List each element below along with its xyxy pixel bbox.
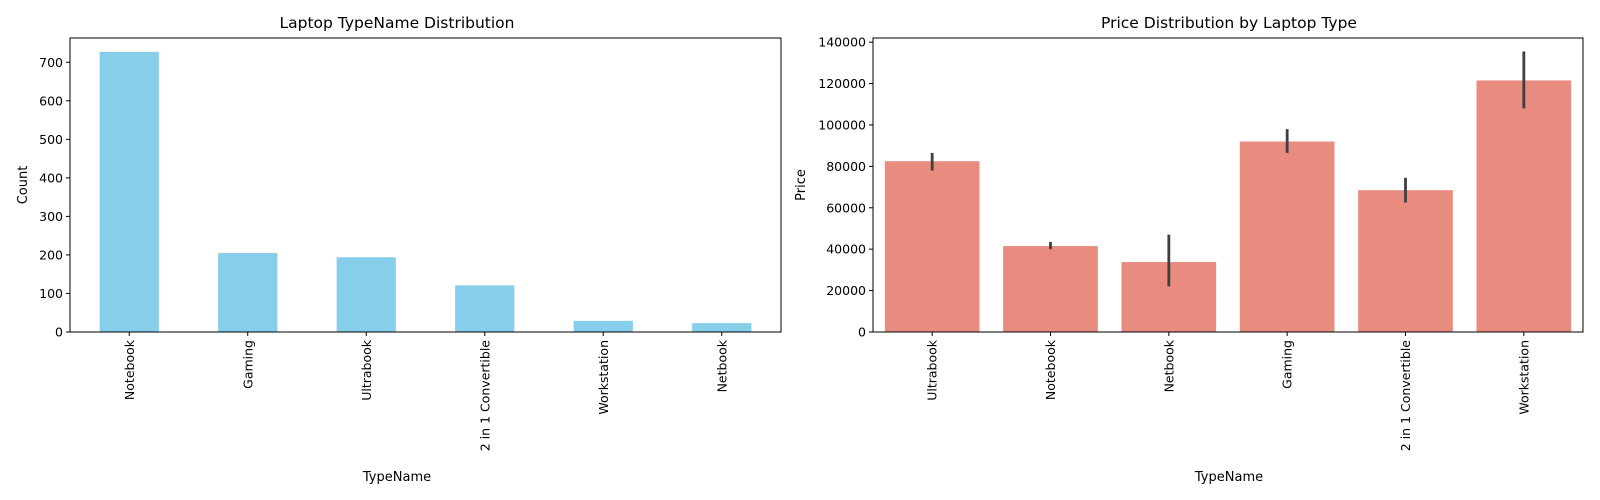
y-tick-label: 0 bbox=[55, 325, 63, 340]
y-tick-label: 200 bbox=[39, 247, 63, 262]
x-tick-label: Notebook bbox=[1043, 339, 1058, 400]
bar-gaming bbox=[218, 253, 278, 332]
count-chart-ylabel: Count bbox=[16, 166, 31, 205]
price-chart-ylabel: Price bbox=[794, 169, 809, 201]
count-chart-frame bbox=[69, 37, 782, 333]
x-tick-label: Workstation bbox=[1516, 340, 1531, 415]
price-chart-xticks: Ultrabook Notebook Netbook Gaming 2 in 1 Con… bbox=[925, 332, 1531, 452]
y-tick-label: 40000 bbox=[826, 242, 866, 257]
y-tick-label: 140000 bbox=[818, 35, 866, 50]
y-tick-label: 700 bbox=[39, 55, 63, 70]
bar-notebook bbox=[1003, 246, 1098, 332]
y-tick-label: 100000 bbox=[818, 117, 866, 132]
y-tick-label: 120000 bbox=[818, 76, 866, 91]
y-tick-label: 20000 bbox=[826, 283, 866, 298]
x-tick-label: Netbook bbox=[714, 339, 729, 392]
y-tick-label: 600 bbox=[39, 93, 63, 108]
price-chart-bars bbox=[884, 80, 1572, 332]
count-chart-title: Laptop TypeName Distribution bbox=[280, 14, 515, 32]
bar-gaming bbox=[1239, 141, 1335, 332]
count-chart-bars bbox=[99, 51, 752, 333]
x-tick-label: Gaming bbox=[240, 340, 255, 389]
price-chart-frame bbox=[872, 37, 1584, 333]
y-tick-label: 80000 bbox=[826, 159, 866, 174]
bar-2-in-1-convertible bbox=[1358, 190, 1453, 332]
y-tick-label: 0 bbox=[858, 325, 866, 340]
bar-netbook bbox=[692, 323, 752, 332]
x-tick-label: 2 in 1 Convertible bbox=[477, 340, 492, 452]
x-tick-label: Ultrabook bbox=[359, 339, 374, 401]
x-tick-label: 2 in 1 Convertible bbox=[1398, 340, 1413, 452]
y-tick-label: 500 bbox=[39, 132, 63, 147]
bar-notebook bbox=[99, 51, 159, 333]
count-chart-xticks: Notebook Gaming Ultrabook 2 in 1 Convertibl… bbox=[122, 332, 729, 452]
y-tick-label: 60000 bbox=[826, 200, 866, 215]
bar-ultrabook bbox=[336, 257, 396, 332]
price-chart-title: Price Distribution by Laptop Type bbox=[1101, 14, 1357, 32]
count-chart: Laptop TypeName Distribution TypeName Co… bbox=[16, 14, 782, 485]
bar-2-in-1-convertible bbox=[455, 285, 515, 332]
x-tick-label: Gaming bbox=[1280, 340, 1295, 389]
bar-ultrabook bbox=[884, 161, 980, 332]
y-tick-label: 300 bbox=[39, 209, 63, 224]
price-chart-yticks: 0 20000 40000 60000 80000 100000 120000 140000 bbox=[818, 35, 873, 340]
price-chart-xlabel: TypeName bbox=[1194, 470, 1263, 485]
y-tick-label: 100 bbox=[39, 286, 63, 301]
x-tick-label: Notebook bbox=[122, 339, 137, 400]
bar-workstation bbox=[1476, 80, 1572, 332]
x-tick-label: Workstation bbox=[596, 340, 611, 415]
bar-workstation bbox=[573, 320, 633, 332]
count-chart-yticks: 0 100 200 300 400 500 600 700 bbox=[39, 55, 70, 340]
x-tick-label: Ultrabook bbox=[925, 339, 940, 401]
x-tick-label: Netbook bbox=[1161, 339, 1176, 392]
price-chart-error-bars bbox=[930, 51, 1526, 287]
price-chart: Price Distribution by Laptop Type TypeNa… bbox=[794, 14, 1584, 485]
count-chart-xlabel: TypeName bbox=[362, 470, 431, 485]
y-tick-label: 400 bbox=[39, 170, 63, 185]
